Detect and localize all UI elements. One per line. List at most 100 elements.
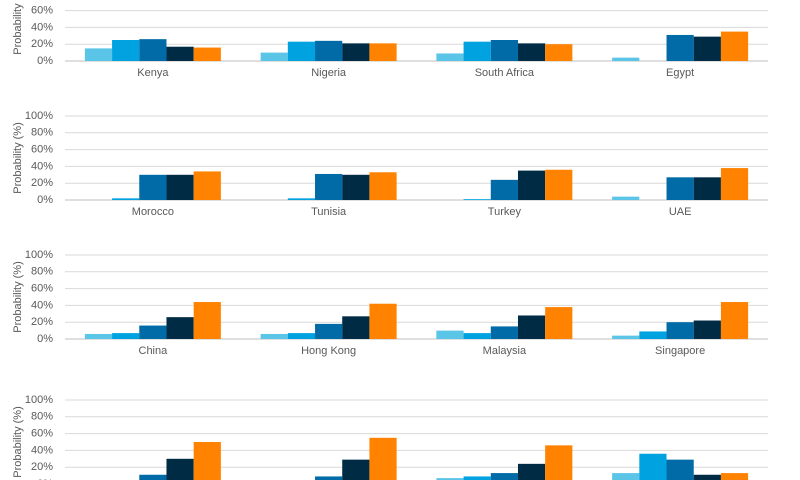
y-tick-label: 40%	[31, 444, 53, 456]
bar	[112, 198, 140, 200]
bar	[693, 320, 721, 339]
bar	[545, 307, 573, 339]
y-tick-label: 20%	[31, 177, 53, 189]
bar	[490, 473, 518, 480]
bar	[139, 174, 167, 200]
y-tick-label: 0%	[37, 478, 53, 480]
bar	[287, 198, 316, 200]
bar	[84, 333, 113, 339]
bar	[490, 326, 518, 339]
bar	[463, 476, 491, 480]
x-tick-label: UAE	[669, 206, 692, 218]
bar	[436, 330, 464, 339]
bar	[342, 43, 370, 61]
bar	[369, 303, 397, 339]
bar	[612, 473, 640, 480]
bar	[463, 199, 491, 200]
y-axis-label: Probability (%)	[12, 0, 24, 55]
bar	[112, 40, 140, 61]
bar	[342, 459, 370, 480]
x-tick-label: Turkey	[488, 206, 522, 218]
bar	[193, 47, 221, 61]
y-tick-label: 0%	[37, 333, 53, 345]
bar	[193, 302, 221, 339]
y-tick-label: 40%	[31, 299, 53, 311]
bar	[693, 36, 721, 61]
bar	[193, 171, 221, 200]
bar	[139, 474, 167, 480]
bar	[315, 173, 343, 200]
bar	[342, 174, 370, 200]
bar	[666, 459, 694, 480]
y-tick-label: 0%	[37, 194, 53, 206]
bar	[436, 53, 464, 61]
x-tick-label: Malaysia	[483, 345, 527, 357]
y-tick-label: 0%	[37, 55, 53, 67]
x-tick-label: Tunisia	[311, 206, 347, 218]
y-tick-label: 100%	[25, 110, 53, 122]
y-tick-label: 60%	[31, 144, 53, 156]
bar	[463, 41, 491, 61]
y-axis-label: Probability (%)	[12, 122, 24, 194]
y-tick-label: 100%	[25, 394, 53, 406]
y-tick-label: 40%	[31, 160, 53, 172]
y-tick-label: 20%	[31, 461, 53, 473]
bar	[517, 170, 546, 200]
bar	[612, 196, 640, 200]
bar	[545, 169, 573, 200]
bar	[342, 316, 370, 339]
x-tick-label: Egypt	[666, 67, 694, 79]
bar	[666, 177, 694, 200]
bar	[166, 458, 194, 480]
bar	[666, 34, 694, 61]
y-tick-label: 80%	[31, 266, 53, 278]
bar	[112, 333, 140, 339]
bar	[84, 48, 113, 61]
bar	[260, 333, 288, 339]
bar	[693, 474, 721, 480]
bar	[287, 41, 316, 61]
bar	[139, 39, 167, 61]
bar	[720, 302, 749, 339]
bar	[517, 43, 546, 61]
x-tick-label: Morocco	[132, 206, 174, 218]
bar	[139, 325, 167, 339]
x-tick-label: Kenya	[137, 67, 169, 79]
bar	[166, 46, 194, 61]
y-tick-label: 20%	[31, 316, 53, 328]
bar	[545, 44, 573, 61]
y-tick-label: 20%	[31, 38, 53, 50]
x-tick-label: Nigeria	[311, 67, 347, 79]
y-tick-label: 60%	[31, 283, 53, 295]
bar	[436, 478, 464, 480]
bar	[612, 335, 640, 339]
bar	[369, 43, 397, 61]
y-tick-label: 80%	[31, 411, 53, 423]
x-tick-label: Hong Kong	[301, 345, 356, 357]
bar	[315, 323, 343, 339]
bar	[463, 333, 491, 339]
y-tick-label: 100%	[25, 249, 53, 261]
bar	[369, 437, 397, 480]
y-tick-label: 60%	[31, 5, 53, 17]
bar	[545, 445, 573, 480]
bar	[166, 174, 194, 200]
y-tick-label: 60%	[31, 428, 53, 440]
bar	[612, 57, 640, 61]
bar	[639, 331, 667, 339]
bar	[260, 52, 288, 61]
bar	[639, 453, 667, 480]
y-axis-label: Probability (%)	[12, 261, 24, 333]
bar	[666, 322, 694, 339]
bar	[490, 40, 518, 61]
bar	[193, 442, 221, 480]
bar	[490, 179, 518, 200]
bar	[720, 473, 749, 480]
bar	[166, 317, 194, 339]
x-tick-label: China	[139, 345, 169, 357]
bar	[287, 333, 316, 339]
bar	[693, 177, 721, 200]
x-tick-label: Singapore	[655, 345, 705, 357]
